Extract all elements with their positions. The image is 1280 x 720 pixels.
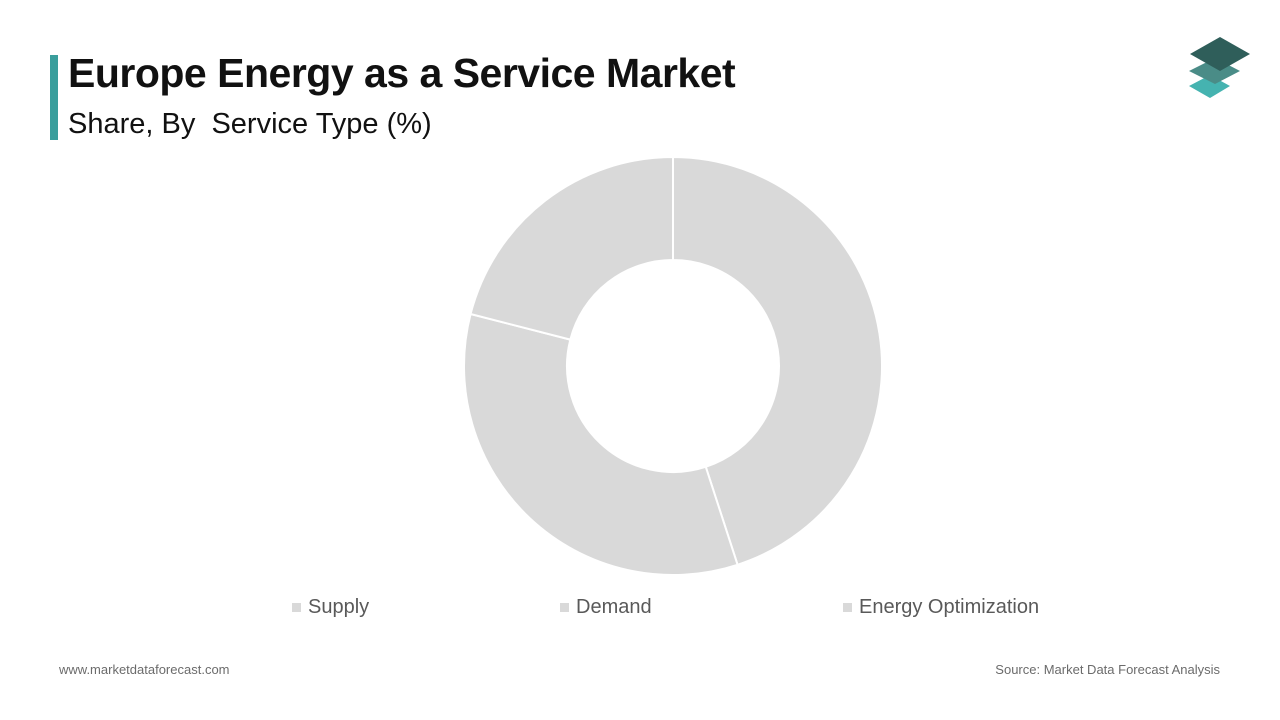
legend-swatch-energy-optimization: [843, 602, 852, 612]
donut-slice-energy-optimization: [469, 156, 674, 341]
donut-slice-supply: [672, 156, 883, 566]
footer-source: Source: Market Data Forecast Analysis: [995, 662, 1220, 677]
footer-website: www.marketdataforecast.com: [59, 662, 230, 677]
chart-title: Europe Energy as a Service Market: [68, 50, 736, 96]
stacked-layers-icon: [1189, 37, 1250, 98]
title-accent-bar: [50, 55, 58, 140]
legend-label-energy-optimization: Energy Optimization: [859, 595, 1040, 618]
legend-label-demand: Demand: [576, 595, 652, 618]
donut-slice-demand: [463, 313, 739, 576]
legend-item-supply: Supply: [292, 595, 369, 619]
legend-swatch-demand: [560, 602, 569, 612]
legend-swatch-supply: [292, 602, 301, 612]
chart-subtitle: Share, By Service Type (%): [68, 108, 432, 140]
legend-item-demand: Demand: [560, 595, 652, 619]
legend-item-energy-optimization: Energy Optimization: [843, 595, 1039, 619]
legend-label-supply: Supply: [308, 595, 370, 618]
logo-top-layer: [1190, 37, 1250, 71]
